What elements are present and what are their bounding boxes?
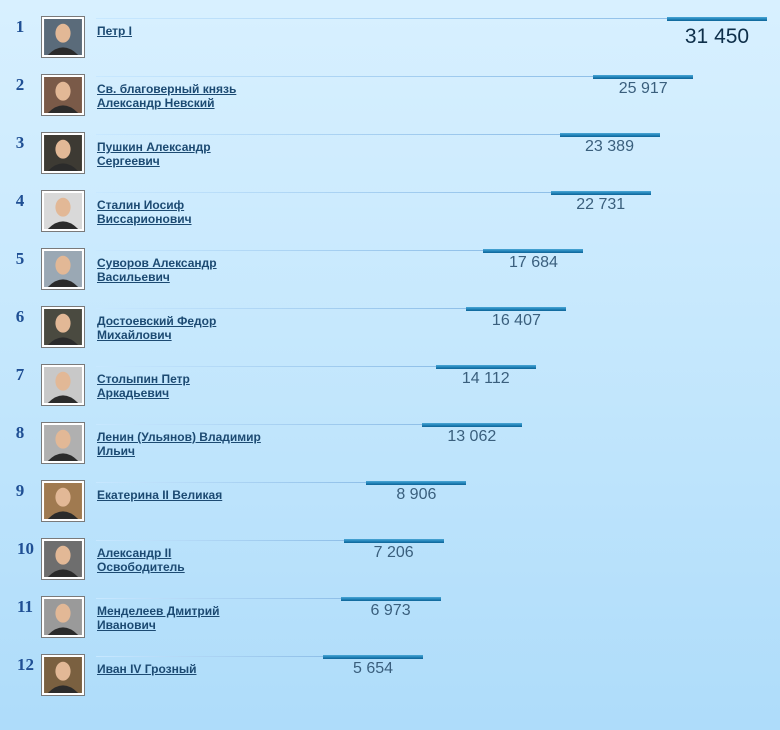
value-bar [435, 365, 536, 369]
value-bar [323, 655, 423, 659]
value-label: 22 731 [576, 196, 626, 213]
person-name-link[interactable]: Сталин Иосиф Виссарионович [97, 198, 317, 226]
person-name-link[interactable]: Пушкин Александр Сергеевич [97, 140, 317, 168]
row-baseline [96, 250, 484, 251]
value-bar [550, 191, 651, 195]
person-name-line[interactable]: Аркадьевич [97, 386, 170, 400]
person-name-line[interactable]: Александр Невский [97, 96, 215, 110]
row-baseline [96, 18, 667, 19]
row-baseline [96, 366, 436, 367]
value-bar [559, 133, 660, 137]
value-label: 16 407 [491, 312, 541, 329]
person-name-link[interactable]: Менделеев Дмитрий Иванович [97, 604, 317, 632]
person-name-line[interactable]: Суворов Александр [97, 256, 217, 270]
portrait-image [41, 538, 85, 580]
portrait-image [41, 132, 85, 174]
person-name-line[interactable]: Михайлович [97, 328, 172, 342]
portrait-image [41, 422, 85, 464]
value-bar [483, 249, 584, 253]
value-label: 14 112 [461, 370, 510, 387]
person-name-line[interactable]: Петр I [97, 24, 133, 38]
portrait-image [41, 16, 85, 58]
value-label: 31 450 [684, 25, 750, 48]
value-bar [421, 423, 522, 427]
rank-number: 6 [15, 307, 25, 326]
rank-number: 9 [15, 481, 25, 500]
row-baseline [96, 308, 467, 309]
person-name-line[interactable]: Екатерина II Великая [97, 488, 223, 502]
person-name-link[interactable]: Св. благоверный князь Александр Невский [97, 82, 317, 110]
person-name-line[interactable]: Сталин Иосиф [97, 198, 185, 212]
row-baseline [96, 134, 560, 135]
person-name-line[interactable]: Ильич [97, 444, 135, 458]
person-name-line[interactable]: Менделеев Дмитрий [97, 604, 220, 618]
person-name-link[interactable]: Достоевский Федор Михайлович [97, 314, 317, 342]
person-name-line[interactable]: Виссарионович [97, 212, 192, 226]
rank-number: 4 [15, 191, 25, 210]
portrait-image [41, 480, 85, 522]
value-bar [343, 539, 444, 543]
value-bar [366, 481, 467, 485]
person-name-link[interactable]: Столыпин Петр Аркадьевич [97, 372, 317, 400]
value-bar [593, 75, 694, 79]
person-name-line[interactable]: Иван IV Грозный [97, 662, 197, 676]
person-name-line[interactable]: Сергеевич [97, 154, 160, 168]
portrait-image [41, 306, 85, 348]
rank-number: 8 [15, 423, 25, 442]
row-baseline [96, 482, 367, 483]
value-label: 25 917 [618, 80, 668, 97]
row-baseline [96, 656, 323, 657]
person-name-line[interactable]: Пушкин Александр [97, 140, 211, 154]
person-name-line[interactable]: Ленин (Ульянов) Владимир [97, 430, 261, 444]
portrait-image [41, 190, 85, 232]
value-label: 23 389 [585, 138, 634, 155]
portrait-image [41, 364, 85, 406]
value-bar [340, 597, 441, 601]
value-label: 6 973 [370, 602, 411, 619]
value-bar [667, 17, 767, 21]
rank-number: 2 [15, 75, 25, 94]
value-label: 13 062 [447, 428, 497, 445]
person-name-line[interactable]: Освободитель [97, 560, 185, 574]
person-name-link[interactable]: Александр II Освободитель [97, 546, 317, 574]
portrait-image [41, 248, 85, 290]
value-label: 8 906 [396, 486, 437, 503]
rank-number: 11 [17, 597, 34, 616]
person-name-line[interactable]: Васильевич [97, 270, 170, 284]
value-label: 7 206 [373, 544, 414, 561]
person-name-line[interactable]: Иванович [97, 618, 156, 632]
value-label: 5 654 [352, 660, 394, 677]
row-baseline [96, 76, 594, 77]
person-name-line[interactable]: Достоевский Федор [97, 314, 217, 328]
value-label: 17 684 [508, 254, 558, 271]
person-name-line[interactable]: Александр II [97, 546, 172, 560]
person-name-link[interactable]: Петр I [97, 24, 317, 38]
rank-number: 3 [15, 133, 25, 152]
row-baseline [96, 192, 551, 193]
row-baseline [96, 424, 422, 425]
rank-number: 1 [15, 17, 25, 36]
row-baseline [96, 540, 344, 541]
rank-number: 12 [17, 655, 34, 674]
portrait-image [41, 74, 85, 116]
person-name-link[interactable]: Иван IV Грозный [97, 662, 317, 676]
rank-number: 7 [15, 365, 25, 384]
rank-number: 10 [17, 539, 34, 558]
person-name-link[interactable]: Екатерина II Великая [97, 488, 317, 502]
row-baseline [96, 598, 341, 599]
portrait-image [41, 596, 85, 638]
person-name-line[interactable]: Столыпин Петр [97, 372, 190, 386]
person-name-link[interactable]: Суворов Александр Васильевич [97, 256, 317, 284]
person-name-link[interactable]: Ленин (Ульянов) Владимир Ильич [97, 430, 317, 458]
person-name-line[interactable]: Св. благоверный князь [97, 82, 237, 96]
rank-number: 5 [15, 249, 25, 268]
portrait-image [41, 654, 85, 696]
value-bar [466, 307, 567, 311]
